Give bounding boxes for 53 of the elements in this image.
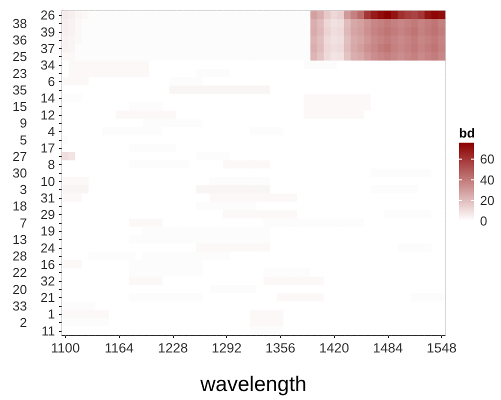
y-tick-label: 5	[20, 132, 27, 148]
color-bar-label: 60	[480, 152, 494, 167]
x-tick-label: 1164	[104, 340, 134, 356]
y-tick-label: 28	[12, 248, 27, 264]
x-axis-title: wavelength	[199, 373, 307, 396]
y-tick-label: 29	[40, 207, 55, 222]
y-tick-label: 23	[12, 66, 27, 81]
y-tick-label: 9	[20, 116, 27, 131]
y-tick-label: 38	[12, 16, 27, 31]
y-tick-label: 33	[12, 298, 27, 314]
y-tick-label: 2	[20, 315, 27, 330]
x-tick-label: 1100	[50, 340, 80, 356]
y-tick-label: 6	[48, 74, 55, 90]
y-tick-label: 24	[40, 240, 55, 256]
x-tick-label: 1228	[158, 340, 188, 356]
y-tick-label: 18	[12, 198, 27, 214]
y-tick-label: 13	[12, 232, 27, 247]
y-tick-label: 20	[12, 282, 27, 297]
y-tick-label: 19	[40, 224, 55, 239]
y-tick-label: 22	[12, 265, 27, 280]
x-tick-label: 1484	[372, 340, 404, 356]
color-bar-title: bd	[459, 126, 475, 141]
y-tick-label: 37	[40, 40, 55, 56]
y-tick-label: 26	[40, 8, 55, 23]
color-bar-label: 0	[480, 214, 488, 228]
y-tick-label: 25	[12, 49, 27, 64]
y-tick-label: 10	[40, 174, 55, 189]
y-tick-label: 35	[12, 82, 27, 98]
y-tick-label: 30	[12, 166, 27, 180]
y-tick-label: 12	[40, 107, 55, 122]
x-tick-label: 1548	[426, 340, 457, 356]
y-tick-label: 15	[12, 99, 27, 114]
y-tick-label: 27	[12, 148, 27, 164]
y-tick-label: 7	[20, 215, 27, 230]
y-tick-label: 36	[12, 32, 27, 48]
x-tick-label: 1420	[319, 340, 350, 356]
y-tick-label: 14	[40, 90, 55, 106]
y-tick-label: 1	[48, 306, 55, 322]
y-tick-label: 32	[40, 274, 55, 288]
y-tick-label: 8	[48, 157, 55, 172]
y-tick-label: 39	[40, 24, 55, 40]
y-tick-label: 31	[40, 190, 55, 206]
y-tick-label: 21	[40, 290, 55, 306]
y-tick-label: 34	[40, 58, 55, 72]
y-tick-label: 11	[42, 323, 55, 338]
color-bar-label: 40	[480, 172, 494, 188]
x-tick-label: 1356	[265, 340, 296, 356]
color-bar-label: 20	[480, 192, 494, 208]
y-tick-label: 16	[40, 256, 55, 272]
y-tick-label: 4	[48, 124, 55, 139]
y-tick-label: 17	[40, 140, 55, 156]
y-tick-label: 3	[20, 182, 27, 198]
x-tick-label: 1292	[212, 340, 242, 356]
